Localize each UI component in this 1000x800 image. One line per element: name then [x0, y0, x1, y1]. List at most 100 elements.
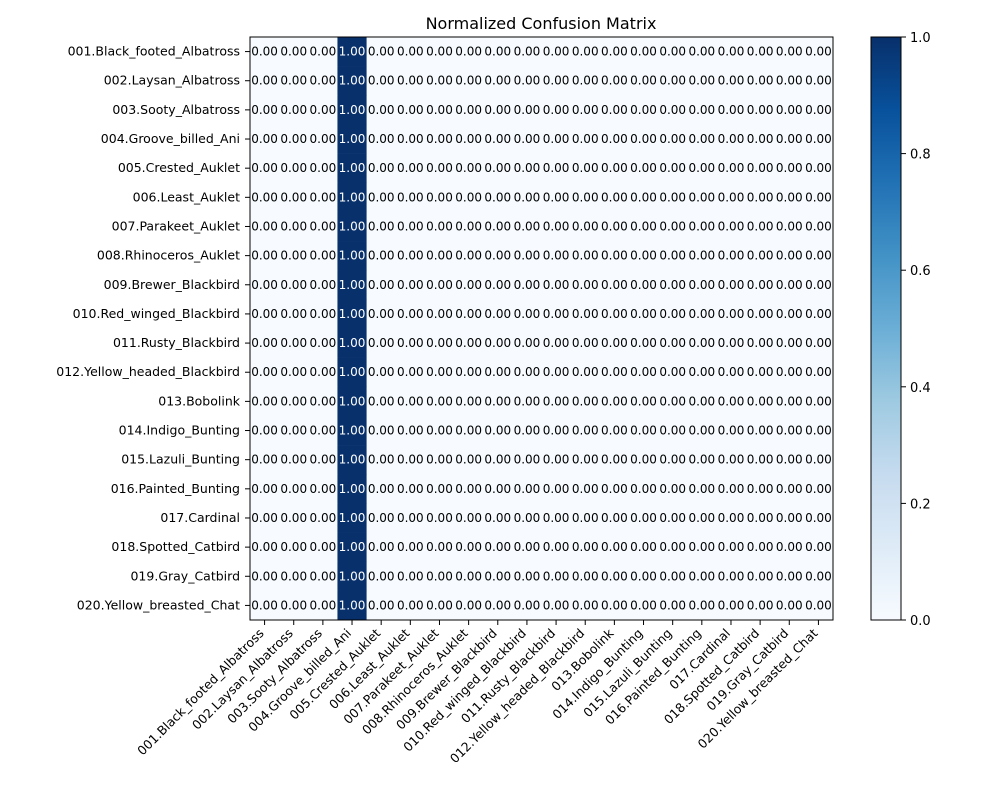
cell-value-label: 1.00: [339, 74, 366, 88]
cell-value-label: 0.00: [280, 511, 307, 525]
heatmap-cell: [366, 445, 397, 475]
cell-value-label: 0.00: [805, 394, 832, 408]
cell-value-label: 0.00: [776, 482, 803, 496]
heatmap-cell: [570, 66, 601, 96]
cell-value-label: 0.00: [776, 365, 803, 379]
cell-value-label: 0.00: [805, 219, 832, 233]
heatmap-cell: [774, 182, 805, 213]
cell-value-label: 0.00: [514, 307, 541, 321]
heatmap-cell: [803, 241, 834, 271]
y-tick-label: 010.Red_winged_Blackbird: [73, 306, 240, 321]
heatmap-cell: [628, 532, 659, 562]
cell-value-label: 0.00: [601, 45, 628, 59]
heatmap-cell: [687, 66, 717, 96]
heatmap-cell: [803, 532, 834, 562]
cell-value-label: 0.00: [484, 453, 511, 467]
heatmap-cell: [454, 37, 484, 67]
cell-value-label: 0.00: [251, 540, 278, 554]
cell-value-label: 0.00: [688, 132, 715, 146]
cell-value-label: 0.00: [455, 190, 482, 204]
heatmap-cell: [658, 386, 688, 417]
cell-value-label: 0.00: [310, 336, 337, 350]
cell-value-label: 0.00: [280, 336, 307, 350]
cell-value-label: 0.00: [718, 365, 745, 379]
cell-value-label: 0.00: [514, 132, 541, 146]
heatmap-cell: [716, 590, 746, 621]
cell-value-label: 0.00: [776, 394, 803, 408]
heatmap-cell: [454, 386, 484, 417]
heatmap-cell: [687, 299, 717, 329]
heatmap-cell: [424, 270, 455, 300]
cell-value-label: 0.00: [280, 569, 307, 583]
heatmap-cell: [483, 153, 513, 184]
heatmap-cell: [803, 37, 834, 67]
heatmap-cell: [541, 590, 571, 621]
heatmap-cell: [279, 415, 309, 446]
heatmap-cell: [716, 328, 746, 358]
cell-value-label: 0.00: [310, 190, 337, 204]
cell-value-label: 0.00: [601, 365, 628, 379]
heatmap-cell: [687, 124, 717, 154]
heatmap-cell: [279, 590, 309, 621]
heatmap-cell: [599, 415, 630, 446]
cell-value-label: 0.00: [514, 598, 541, 612]
cell-value-label: 1.00: [339, 482, 366, 496]
cell-value-label: 0.00: [514, 336, 541, 350]
heatmap-cell: [395, 503, 426, 533]
heatmap-cell: [774, 241, 805, 271]
heatmap-cell: [337, 124, 367, 154]
cell-value-label: 0.00: [514, 511, 541, 525]
y-tick-label: 020.Yellow_breasted_Chat: [77, 597, 240, 612]
heatmap-cell: [803, 445, 834, 475]
cell-value-label: 0.00: [514, 394, 541, 408]
heatmap-cell: [512, 241, 542, 271]
cell-value-label: 0.00: [368, 569, 395, 583]
cell-value-label: 0.00: [484, 482, 511, 496]
heatmap-cell: [745, 415, 775, 446]
heatmap-cell: [483, 386, 513, 417]
heatmap-cell: [483, 37, 513, 67]
heatmap-cell: [687, 532, 717, 562]
heatmap-cell: [424, 241, 455, 271]
heatmap-cell: [716, 211, 746, 242]
heatmap-cell: [774, 503, 805, 533]
heatmap-cell: [308, 124, 338, 154]
heatmap-cell: [483, 503, 513, 533]
heatmap-cell: [774, 561, 805, 592]
cell-value-label: 0.00: [280, 540, 307, 554]
heatmap-cell: [745, 503, 775, 533]
cell-value-label: 0.00: [747, 307, 774, 321]
heatmap-cell: [628, 211, 659, 242]
cell-value-label: 0.00: [805, 598, 832, 612]
cell-value-label: 0.00: [747, 394, 774, 408]
cell-value-label: 0.00: [251, 336, 278, 350]
heatmap-cell: [716, 66, 746, 96]
heatmap-cell: [366, 357, 397, 388]
cell-value-label: 0.00: [280, 74, 307, 88]
cell-value-label: 0.00: [310, 278, 337, 292]
cell-value-label: 0.00: [310, 482, 337, 496]
heatmap-cell: [541, 95, 571, 125]
heatmap-cell: [687, 153, 717, 184]
cell-value-label: 0.00: [397, 482, 424, 496]
heatmap-cell: [512, 357, 542, 388]
cell-value-label: 0.00: [776, 511, 803, 525]
heatmap-cell: [250, 357, 280, 388]
heatmap-cell: [774, 153, 805, 184]
heatmap-cell: [745, 211, 775, 242]
heatmap-cell: [658, 211, 688, 242]
cell-value-label: 0.00: [310, 45, 337, 59]
cell-value-label: 0.00: [659, 482, 686, 496]
heatmap-cell: [250, 415, 280, 446]
cell-value-label: 0.00: [659, 45, 686, 59]
cell-value-label: 0.00: [776, 453, 803, 467]
heatmap-cell: [658, 95, 688, 125]
cell-value-label: 0.00: [455, 249, 482, 263]
heatmap-cell: [337, 241, 367, 271]
heatmap-cell: [658, 357, 688, 388]
cell-value-label: 0.00: [776, 278, 803, 292]
heatmap-cell: [424, 66, 455, 96]
y-tick-label: 002.Laysan_Albatross: [104, 73, 240, 88]
heatmap-cell: [570, 124, 601, 154]
heatmap-cell: [774, 270, 805, 300]
